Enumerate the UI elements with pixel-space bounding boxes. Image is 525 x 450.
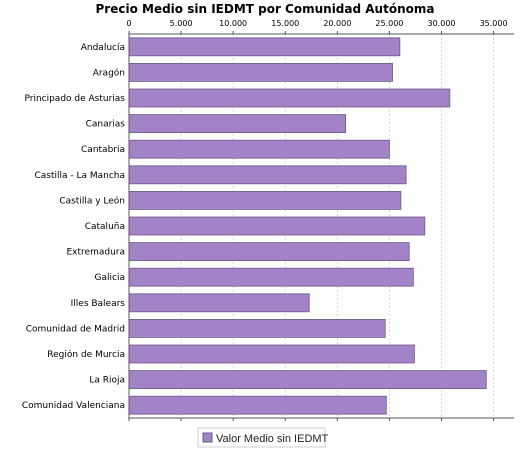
x-tick-label-top: 30.000 — [428, 19, 456, 28]
category-label: Castilla - La Mancha — [34, 171, 125, 181]
category-label: Aragón — [93, 67, 125, 78]
bar — [128, 139, 390, 159]
category-label: Extremadura — [67, 248, 126, 258]
bar — [128, 216, 426, 236]
category-label: Galicia — [95, 273, 125, 283]
category-label: Illes Balears — [71, 299, 126, 309]
bar — [128, 190, 402, 210]
legend-box — [197, 427, 326, 448]
category-label: Canarias — [86, 120, 126, 130]
bar — [128, 370, 487, 390]
bar — [128, 165, 407, 185]
bar — [128, 344, 415, 364]
axes — [128, 33, 514, 419]
x-axis-ticks: 0 5.000 10.000 15.000 20.000 25.000 30.000 35.0… — [126, 19, 508, 421]
category-label: Región de Murcia — [47, 349, 125, 360]
bar — [128, 114, 347, 133]
category-label: Andalucía — [81, 43, 125, 53]
chart-title: Precio Medio sin IEDMT por Comunidad Aut… — [96, 2, 435, 16]
x-tick-label-top: 35.000 — [480, 19, 508, 28]
bar — [128, 242, 410, 262]
bar — [128, 293, 310, 313]
bar — [128, 37, 401, 57]
bar — [128, 395, 387, 415]
x-tick-label-top: 0 — [126, 19, 131, 28]
legend-swatch — [202, 432, 213, 443]
category-label: Principado de Asturias — [24, 94, 125, 104]
bar — [128, 267, 414, 287]
x-tick-label-top: 10.000 — [219, 19, 247, 28]
category-labels: Andalucía Aragón Principado de Asturias Can… — [22, 43, 125, 411]
bar — [128, 318, 386, 338]
x-tick-label-top: 5.000 — [170, 19, 193, 28]
bar — [128, 63, 393, 82]
legend-label: Valor Medio sin IEDMT — [216, 433, 329, 445]
x-tick-label-top: 25.000 — [375, 19, 403, 28]
category-label: La Rioja — [89, 376, 125, 386]
x-tick-label-top: 15.000 — [271, 19, 299, 28]
category-label: Castilla y León — [59, 195, 125, 206]
bar — [128, 88, 451, 108]
category-label: Comunidad de Madrid — [26, 324, 125, 334]
legend: Valor Medio sin IEDMT — [197, 427, 329, 448]
category-label: Cantabria — [81, 145, 125, 155]
category-label: Comunidad Valenciana — [22, 401, 125, 411]
bars — [128, 37, 487, 415]
x-tick-label-top: 20.000 — [323, 19, 351, 28]
category-label: Cataluña — [85, 222, 125, 232]
